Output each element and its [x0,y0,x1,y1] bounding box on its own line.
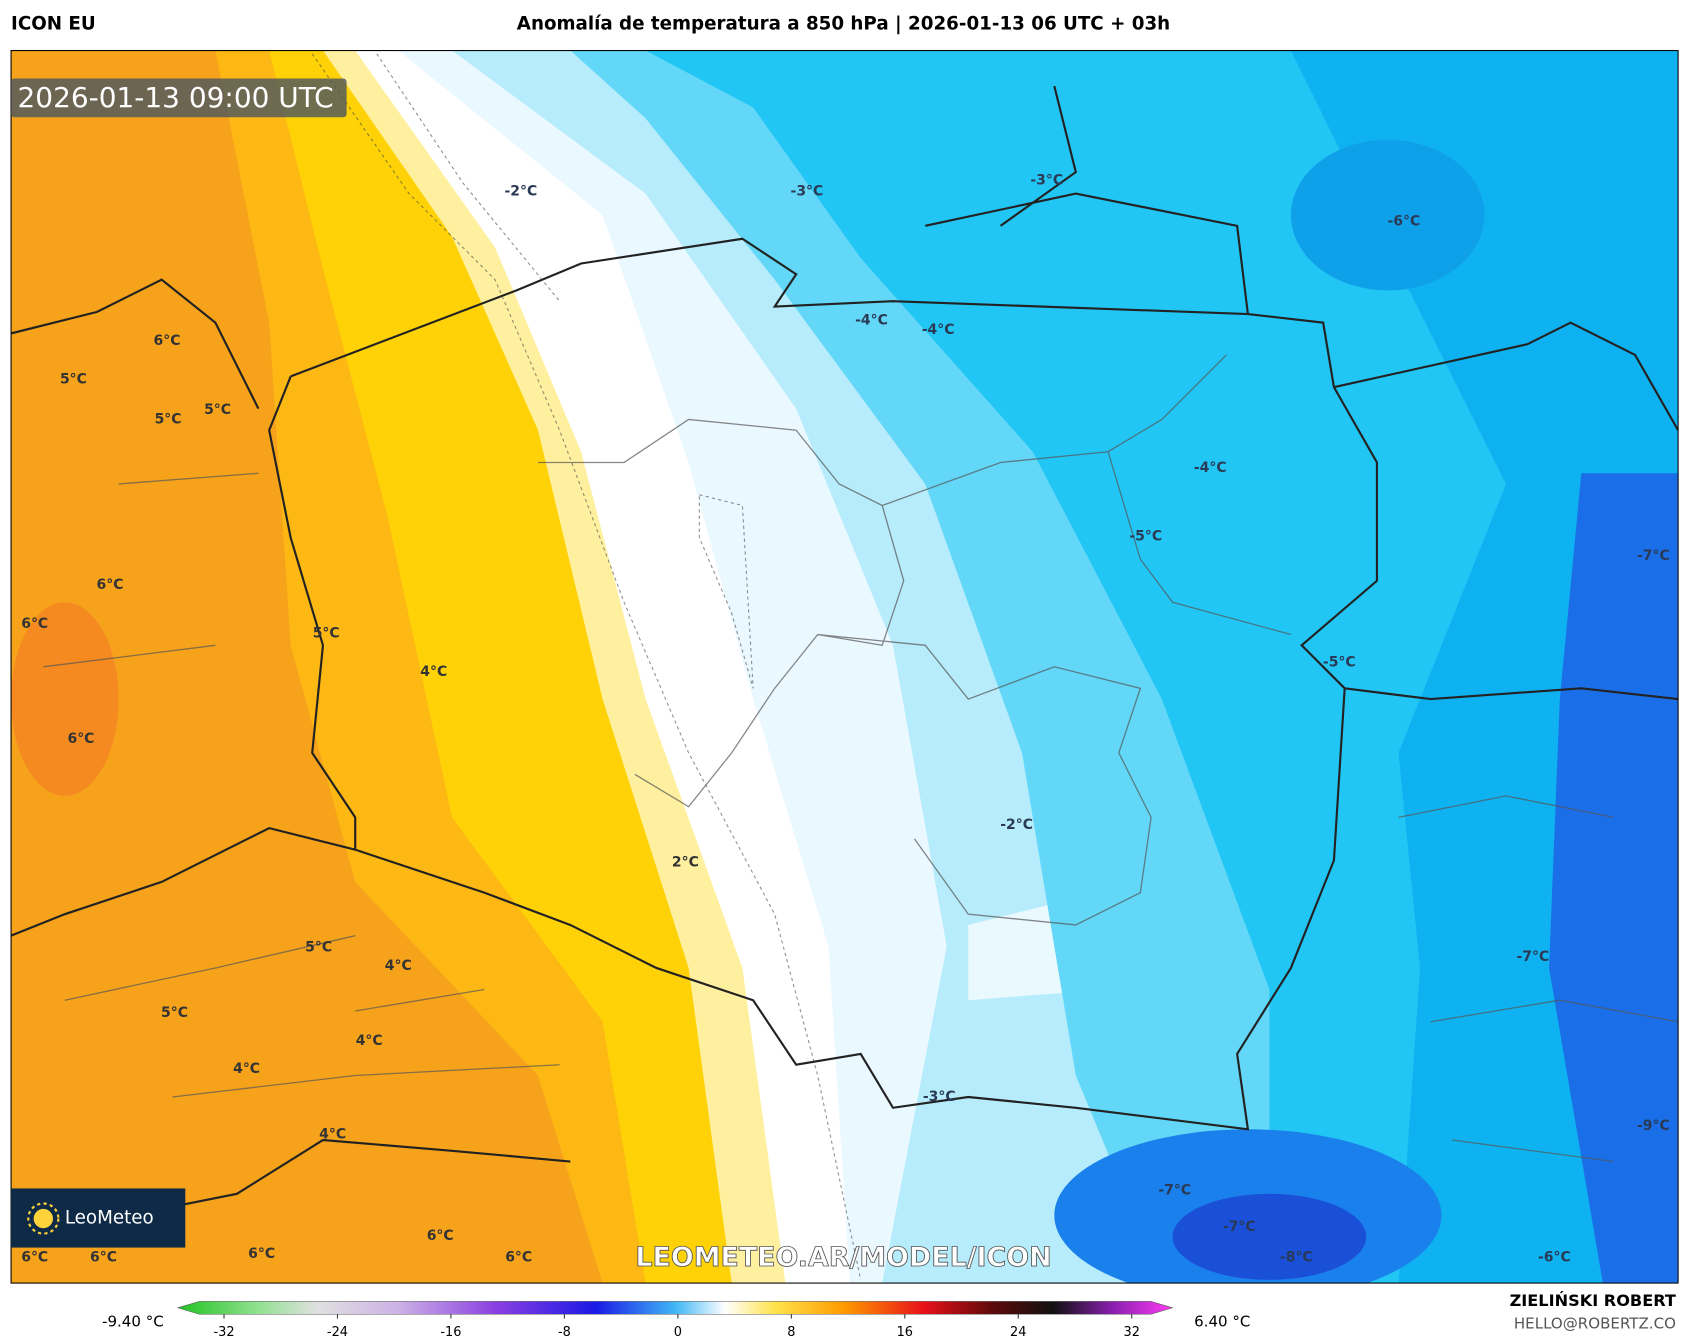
contour-label: -5°C [1323,655,1356,671]
contour-label: -7°C [1637,548,1670,564]
contour-label: -6°C [1538,1249,1571,1265]
contour-label: 6°C [248,1246,275,1262]
contour-label: -4°C [922,322,955,338]
colorbar-min: -9.40 °C [102,1312,164,1330]
contour-label: 6°C [67,731,94,747]
contour-label: 4°C [356,1033,383,1049]
regions [43,354,1679,1163]
logo-text: LeoMeteo [65,1208,154,1229]
contour-label: -7°C [1223,1219,1256,1235]
contour-labels: -2°C -3°C -3°C -6°C -4°C -4°C 6°C 5°C 5°C 5°C -4°C… [21,173,1669,1266]
author: ZIELIŃSKI ROBERT [1510,1291,1676,1310]
band [1549,473,1679,1284]
contour-label: 5°C [305,940,332,956]
contour-label: 4°C [420,664,447,680]
contour-label: 6°C [21,1249,48,1265]
contour-label: 5°C [155,411,182,427]
contour-label: 6°C [21,616,48,632]
colorbar-tick-label: 8 [787,1325,795,1339]
contour-label: -7°C [1517,949,1550,965]
contour-label: -4°C [855,312,888,328]
colorbar-ticks: -32 -24 -16 -8 0 8 16 24 32 [213,1314,1140,1339]
contour-label: 6°C [154,333,181,349]
map-frame [10,50,1679,1284]
logo-rays [27,1202,60,1235]
contour-label: -2°C [1000,817,1033,833]
contour-label: 5°C [60,372,87,388]
model-name: ICON EU [11,14,96,35]
contour-label: -4°C [1194,460,1227,476]
contour-label: 5°C [313,625,340,641]
contour-label: 4°C [319,1127,346,1143]
contour-label: -3°C [791,183,824,199]
contour-label: 6°C [97,577,124,593]
contour-label: -3°C [1030,173,1063,189]
colorbar-tick-label: 24 [1010,1325,1026,1339]
contour-label: 4°C [233,1061,260,1077]
colorbar-max: 6.40 °C [1194,1312,1250,1330]
band [11,602,119,796]
colorbar-tick-label: -16 [440,1325,461,1339]
email: HELLO@ROBERTZ.CO [1514,1314,1676,1332]
contour-label: 6°C [427,1228,454,1244]
colorbar-tick-label: -8 [558,1325,571,1339]
colorbar [176,1301,1174,1315]
colorbar-tick-label: 16 [897,1325,913,1339]
contour-label: 6°C [90,1249,117,1265]
map: -2°C -3°C -3°C -6°C -4°C -4°C 6°C 5°C 5°C 5°C -4°C… [11,50,1679,1284]
contour-label: -9°C [1637,1118,1670,1134]
logo-sun [33,1208,54,1229]
colorbar-tick-label: 32 [1124,1325,1140,1339]
band [1172,1193,1367,1280]
contour-label: -5°C [1129,529,1162,545]
contour-label: 2°C [672,855,699,871]
contour-label: 5°C [161,1005,188,1021]
timestamp: 2026-01-13 09:00 UTC [18,81,334,114]
contour-label: -7°C [1158,1183,1191,1199]
title: Anomalía de temperatura a 850 hPa | 2026… [517,14,1170,35]
watermark: LEOMETEO.AR/MODEL/ICON [635,1242,1051,1273]
contours [311,53,862,1280]
contour-label: 4°C [385,958,412,974]
timestamp-box [11,78,347,118]
contour-label: -2°C [504,183,537,199]
band [1290,139,1485,291]
colorbar-tick-label: -24 [327,1325,348,1339]
contour-label: 6°C [505,1249,532,1265]
contour-label: 5°C [204,402,231,418]
contour-label: -6°C [1387,214,1420,230]
contour-label: -3°C [923,1089,956,1105]
colorbar-tick-label: -32 [213,1325,234,1339]
contour-label: -8°C [1280,1249,1313,1265]
borders [11,85,1679,1217]
colorbar-tick-label: 0 [674,1325,682,1339]
